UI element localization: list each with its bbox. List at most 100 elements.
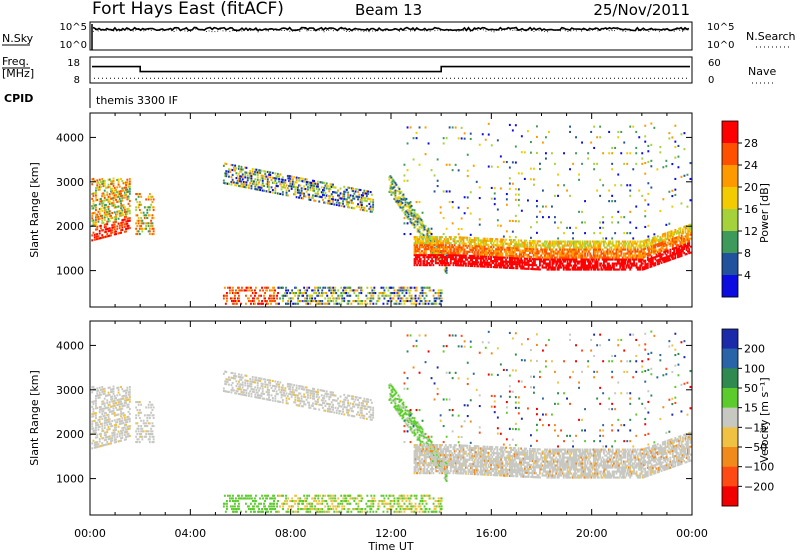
power-point [442,254,444,256]
power-point [422,289,424,291]
power-point [406,205,408,207]
power-point [410,206,412,208]
velocity-point [120,440,122,442]
velocity-point [91,447,93,449]
power-point [307,303,309,305]
power-point [624,261,626,263]
power-point [370,295,372,297]
power-point [279,297,281,299]
power-point [612,243,614,245]
power-point [116,213,118,215]
power-point [149,233,151,235]
power-point [269,176,271,178]
power-point [304,289,306,291]
power-point [93,195,95,197]
power-point [302,292,304,294]
power-point [514,259,516,261]
power-point [332,287,334,289]
power-point [652,259,654,261]
power-point [624,241,626,243]
power-point [136,233,138,235]
power-point [404,180,406,182]
power-point [528,254,530,256]
power-point [600,255,602,257]
velocity-point [95,412,97,414]
noise-frame [90,22,692,50]
power-point [140,225,142,227]
power-point [366,303,368,305]
power-point [577,253,579,255]
power-point [519,249,521,251]
power-point [476,181,478,183]
power-point [253,292,255,294]
power-point [627,241,629,243]
power-point [611,269,613,271]
power-point [415,262,417,264]
power-point [674,125,676,127]
power-point [282,191,284,193]
power-point [557,184,559,186]
power-point [282,300,284,302]
power-point [441,297,443,299]
power-point [496,266,498,268]
power-point [513,267,515,269]
power-point [587,249,589,251]
power-point [563,265,565,267]
power-point [587,158,589,160]
power-point [575,249,577,251]
power-point [449,244,451,246]
power-point [688,240,690,242]
velocity-point [101,442,103,444]
power-point [659,146,661,148]
power-point [128,203,130,205]
power-point [446,267,448,269]
power-point [292,181,294,183]
power-point [450,262,452,264]
power-point [105,226,107,228]
power-point [459,242,461,244]
power-point [606,247,608,249]
power-point [491,166,493,168]
power-point [315,200,317,202]
power-point [603,245,605,247]
power-point [446,137,448,139]
power-point [414,264,416,266]
power-point [325,197,327,199]
power-point [349,287,351,289]
power-point [228,176,230,178]
velocity-point [121,388,123,390]
power-point [246,184,248,186]
power-point [578,179,580,181]
power-point [325,292,327,294]
power-point [465,265,467,267]
power-point [115,218,117,220]
power-point [608,190,610,192]
power-point [299,185,301,187]
power-point [411,287,413,289]
power-point [416,289,418,291]
power-point [93,178,95,180]
power-point [422,287,424,289]
velocity-point [93,415,95,417]
power-point [479,249,481,251]
power-point [536,216,538,218]
power-point [399,287,401,289]
power-point [398,292,400,294]
power-point [268,188,270,190]
power-point [600,263,602,265]
power-point [360,287,362,289]
power-point [343,196,345,198]
power-point [349,295,351,297]
power-point [575,245,577,247]
power-point [605,237,607,239]
power-point [228,183,230,185]
power-point [634,247,636,249]
power-point [371,289,373,291]
power-point [327,297,329,299]
power-point [391,191,393,193]
power-point [449,201,451,203]
power-point [575,152,577,154]
power-point [324,297,326,299]
power-point [582,257,584,259]
power-point [465,255,467,257]
